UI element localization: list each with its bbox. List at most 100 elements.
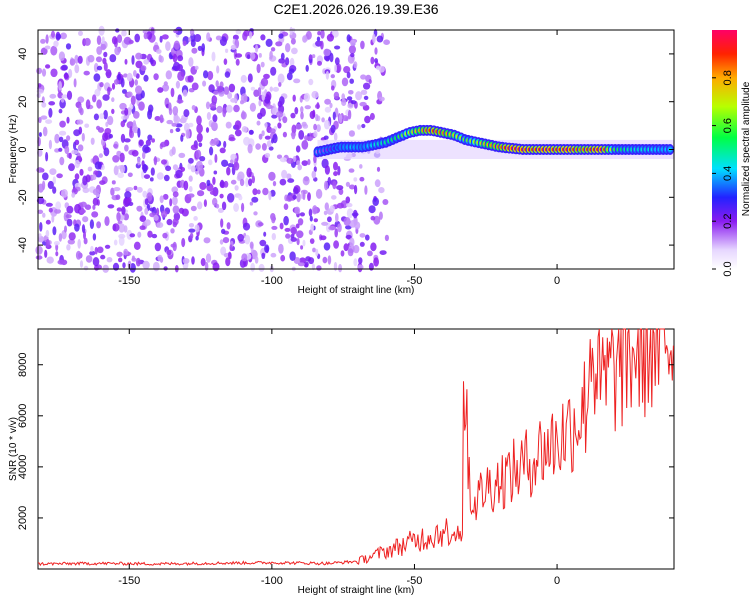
noise-blob [301,160,309,167]
noise-blob [60,32,67,40]
noise-blob [78,30,83,36]
noise-blob [301,140,309,150]
noise-blob [369,112,375,121]
spectrogram-y-tick-label: -20 [17,189,29,205]
noise-blob [122,262,126,269]
noise-blob [124,107,129,116]
noise-blob [149,57,154,65]
noise-blob [126,197,132,204]
noise-blob [124,58,128,65]
noise-blob [309,215,313,222]
noise-blob [337,165,341,176]
noise-blob [162,193,169,200]
noise-blob [82,216,89,223]
noise-blob [230,159,234,164]
snr-y-tick-label: 4000 [17,455,29,479]
noise-blob [133,111,140,119]
noise-blob [234,120,242,130]
noise-blob [324,98,331,105]
noise-blob [309,54,313,60]
noise-blob [73,141,77,150]
noise-blob [311,90,319,99]
noise-blob [219,239,224,245]
noise-blob [126,121,134,129]
noise-blob [312,205,318,215]
noise-blob [55,201,62,210]
noise-blob [289,26,293,36]
noise-blob [302,239,306,247]
noise-blob [266,104,273,110]
noise-blob [38,233,42,238]
noise-blob [253,211,258,216]
noise-blob [249,31,253,39]
noise-blob [111,97,115,103]
noise-blob [53,40,59,47]
noise-blob [257,87,262,97]
noise-blob [378,187,385,194]
noise-blob [368,262,374,271]
snr-series-line [37,328,674,567]
noise-blob [276,111,284,118]
noise-blob [54,208,61,214]
noise-blob [334,228,339,238]
noise-blob [156,222,164,228]
noise-blob [144,207,149,215]
noise-blob [227,92,233,99]
noise-blob [142,151,146,160]
noise-blob [263,231,267,237]
noise-blob [313,218,318,223]
noise-blob [346,96,353,101]
noise-blob [83,237,88,245]
colorbar: 0.0 0.2 0.4 0.6 0.8 Normalized spectral ampl… [712,30,750,277]
noise-blob [65,43,72,50]
noise-blob [269,86,273,92]
noise-blob [143,32,148,40]
noise-blob [228,251,232,259]
noise-blob [156,207,160,217]
noise-blob [40,47,48,55]
noise-blob [159,195,164,204]
noise-blob [133,185,138,191]
noise-blob [250,86,256,91]
noise-blob [113,187,121,192]
noise-blob [294,107,299,115]
noise-blob [195,235,199,241]
noise-blob [85,255,93,263]
noise-blob [312,247,316,253]
noise-blob [66,244,71,251]
noise-blob [204,261,209,271]
noise-blob [260,34,266,41]
noise-blob [99,82,104,88]
noise-blob [119,164,126,174]
noise-blob [64,225,67,233]
noise-blob [77,238,81,249]
noise-blob [143,59,150,65]
noise-blob [63,72,69,80]
noise-blob [256,120,261,126]
noise-blob [144,146,151,153]
noise-blob [353,177,358,182]
noise-blob [215,80,219,88]
noise-blob [354,184,358,195]
noise-blob [168,102,172,111]
noise-blob [340,250,345,257]
noise-blob [111,36,118,45]
noise-blob [338,264,343,273]
noise-blob [114,46,121,56]
noise-blob [74,64,80,74]
noise-blob [188,157,194,164]
noise-blob [287,178,295,183]
noise-blob [348,130,355,137]
noise-blob [112,262,120,271]
noise-blob [161,34,169,40]
noise-blob [188,186,193,193]
noise-blob [206,112,211,120]
spectrogram-y-tick-label: -40 [17,237,29,253]
noise-blob [205,127,210,133]
noise-blob [333,91,340,100]
noise-blob [221,201,227,211]
noise-blob [81,132,85,142]
noise-blob [363,82,371,90]
noise-blob [45,119,53,124]
noise-blob [103,61,108,72]
